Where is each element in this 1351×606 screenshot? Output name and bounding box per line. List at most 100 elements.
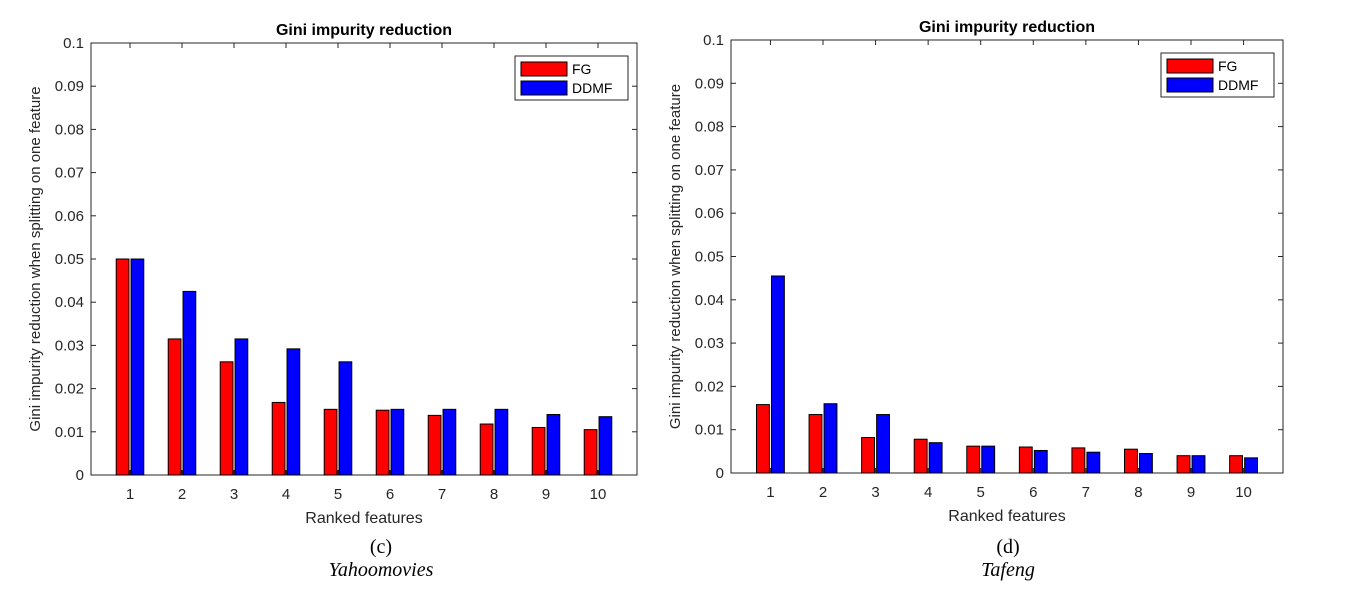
y-tick-label: 0.02 — [55, 381, 84, 398]
bar-fg — [271, 401, 286, 476]
panel-label: (d) — [996, 536, 1020, 558]
bar-fg — [375, 409, 390, 476]
bar-ddmf — [286, 348, 301, 476]
bar-ddmf — [1138, 453, 1153, 474]
bar-fg — [583, 429, 598, 476]
legend-swatch-ddmf — [520, 80, 568, 96]
bar-ddmf — [981, 445, 996, 474]
x-tick-label: 7 — [1082, 484, 1090, 501]
x-tick-label: 5 — [977, 484, 985, 501]
x-axis-label: Ranked features — [948, 508, 1065, 525]
x-axis-label: Ranked features — [305, 510, 422, 527]
bar-fg — [1176, 455, 1191, 474]
y-tick-label: 0.1 — [63, 35, 84, 52]
bar-fg — [427, 414, 442, 476]
x-tick-label: 6 — [1029, 484, 1037, 501]
y-tick-label: 0.09 — [55, 78, 84, 95]
y-tick-label: 0.04 — [695, 292, 724, 309]
y-tick-label: 0.04 — [55, 294, 84, 311]
bar-ddmf — [1244, 457, 1259, 474]
x-tick-label: 6 — [386, 486, 394, 503]
bar-ddmf — [338, 361, 353, 476]
bar-fg — [1018, 446, 1033, 474]
y-tick-label: 0 — [716, 465, 724, 482]
bar-ddmf — [1033, 449, 1048, 474]
dataset-name: Yahoomovies — [328, 559, 434, 581]
bar-ddmf — [182, 290, 197, 476]
y-tick-label: 0.02 — [695, 378, 724, 395]
x-tick-label: 10 — [1235, 484, 1252, 501]
x-tick-label: 8 — [1134, 484, 1142, 501]
plot-area — [90, 42, 638, 476]
y-tick-label: 0.05 — [695, 249, 724, 266]
dataset-name: Tafeng — [981, 559, 1035, 581]
y-axis-label: Gini impurity reduction when splitting o… — [27, 86, 44, 431]
bar-fg — [115, 258, 130, 476]
legend-swatch-fg — [520, 61, 568, 77]
x-tick-label: 9 — [1187, 484, 1195, 501]
bar-ddmf — [928, 442, 943, 474]
y-tick-label: 0.05 — [55, 251, 84, 268]
bar-ddmf — [390, 408, 405, 476]
chart-title: Gini impurity reduction — [276, 22, 452, 39]
bar-ddmf — [876, 414, 891, 474]
bar-fg — [479, 423, 494, 476]
bar-fg — [531, 426, 546, 476]
y-tick-label: 0 — [76, 467, 84, 484]
chart-title: Gini impurity reduction — [919, 19, 1095, 36]
x-tick-label: 1 — [766, 484, 774, 501]
y-tick-label: 0.09 — [695, 75, 724, 92]
y-tick-label: 0.06 — [695, 205, 724, 222]
caption-d: (d) Tafeng — [893, 536, 1123, 582]
bar-ddmf — [234, 338, 249, 476]
bar-fg — [167, 338, 182, 476]
x-tick-label: 2 — [178, 486, 186, 503]
bar-fg — [966, 445, 981, 474]
plot-area — [730, 39, 1284, 474]
bar-fg — [323, 408, 338, 476]
bar-fg — [808, 414, 823, 474]
bar-fg — [1071, 447, 1086, 474]
x-tick-label: 3 — [871, 484, 879, 501]
bar-ddmf — [494, 408, 509, 476]
x-tick-label: 4 — [282, 486, 290, 503]
bar-ddmf — [1086, 451, 1101, 474]
bar-fg — [1123, 448, 1138, 474]
legend-label-fg: FG — [572, 61, 591, 77]
bar-fg — [861, 436, 876, 474]
legend-swatch-ddmf — [1166, 77, 1214, 93]
x-tick-label: 2 — [819, 484, 827, 501]
x-tick-label: 1 — [126, 486, 134, 503]
y-tick-label: 0.06 — [55, 208, 84, 225]
y-axis-label: Gini impurity reduction when splitting o… — [667, 84, 684, 429]
y-tick-label: 0.03 — [695, 335, 724, 352]
legend-swatch-fg — [1166, 58, 1214, 74]
x-tick-label: 8 — [490, 486, 498, 503]
y-tick-label: 0.07 — [55, 165, 84, 182]
y-tick-label: 0.03 — [55, 337, 84, 354]
x-tick-label: 3 — [230, 486, 238, 503]
x-tick-label: 7 — [438, 486, 446, 503]
x-tick-label: 9 — [542, 486, 550, 503]
caption-c: (c) Yahoomovies — [266, 536, 496, 582]
bar-ddmf — [546, 414, 561, 476]
bar-ddmf — [1191, 455, 1206, 474]
bar-ddmf — [598, 416, 613, 476]
legend-label-ddmf: DDMF — [1218, 77, 1258, 93]
chart-panel-1: 0 0.01 0.02 0.03 0.04 0.05 0.06 0.07 0.08 0.09 0.1… — [667, 19, 1284, 525]
y-tick-label: 0.01 — [55, 424, 84, 441]
y-tick-label: 0.07 — [695, 162, 724, 179]
y-tick-label: 0.08 — [55, 121, 84, 138]
panel-label: (c) — [369, 536, 393, 558]
bar-fg — [1229, 455, 1244, 474]
y-tick-label: 0.1 — [703, 32, 724, 49]
chart-panel-0: 0 0.01 0.02 0.03 0.04 0.05 0.06 0.07 0.08 0.09 0.1… — [27, 22, 638, 527]
y-tick-label: 0.01 — [695, 422, 724, 439]
y-tick-label: 0.08 — [695, 119, 724, 136]
x-tick-label: 4 — [924, 484, 932, 501]
bar-ddmf — [130, 258, 145, 476]
bar-fg — [219, 361, 234, 476]
bar-fg — [913, 438, 928, 474]
bar-fg — [755, 404, 770, 474]
